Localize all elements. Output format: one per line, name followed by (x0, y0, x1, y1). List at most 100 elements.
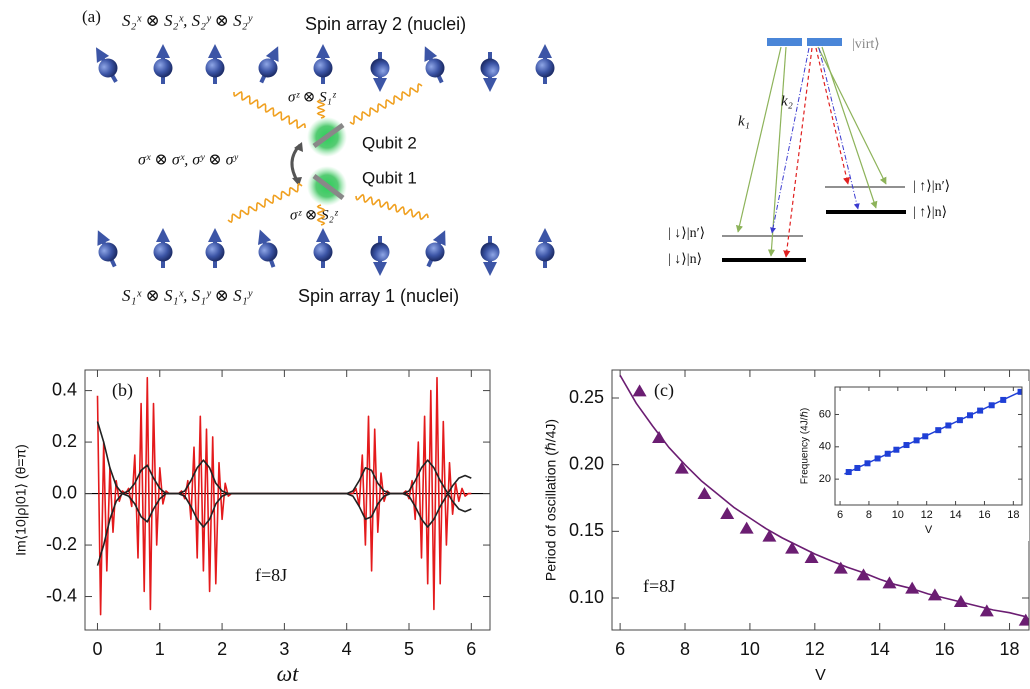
spin-head (538, 44, 552, 58)
y-tick-label: 0.4 (52, 379, 77, 399)
triangle-marker (1018, 613, 1029, 626)
transition (735, 46, 782, 233)
transition (821, 46, 878, 209)
spin-ball (313, 242, 333, 262)
array-title: Spin array 2 (nuclei) (305, 14, 466, 34)
triangle-marker (856, 568, 871, 581)
spin-head (483, 78, 497, 92)
spin-ball (153, 58, 173, 78)
coupling-label: σᶻ ⊗ S₂ᶻ (290, 207, 339, 223)
spin-head (265, 46, 279, 62)
square-marker (988, 402, 995, 409)
x-tick-label: 5 (404, 639, 414, 659)
rate-label: k₁ (738, 113, 750, 129)
qubit-label: Qubit 2 (362, 133, 417, 152)
chart: 0.10 0.15 0.20 0.25 6 8 10 12 14 16 18 Period of os… (543, 369, 1030, 684)
x-tick-label: 8 (680, 639, 690, 659)
spin (370, 236, 390, 276)
triangle-marker (905, 581, 920, 594)
spin-head (432, 230, 446, 246)
triangle-marker (762, 529, 777, 542)
y-tick-label: 60 (819, 408, 831, 420)
exchange-label: σˣ ⊗ σˣ, σʸ ⊗ σʸ (138, 152, 238, 169)
spin (425, 230, 446, 268)
array-title: Spin array 1 (nuclei) (298, 286, 459, 306)
triangle-marker (927, 588, 942, 601)
wavy-line (233, 91, 306, 129)
square-marker (1000, 396, 1007, 403)
spin (258, 46, 279, 84)
spin-head (316, 44, 330, 58)
spin (153, 228, 173, 268)
panel-label: (c) (654, 380, 674, 401)
inset-chart: 20 40 60 6 8 10 12 14 16 18 Frequency (4J/ℏ) V (790, 381, 1029, 541)
spin (535, 228, 555, 268)
spin-head (483, 262, 497, 276)
data-line (96, 421, 472, 528)
spin-ball (480, 242, 500, 262)
spin-head (424, 46, 438, 62)
triangle-marker (697, 487, 712, 499)
spin (480, 52, 500, 92)
spin (205, 44, 225, 84)
spin-ball (258, 242, 278, 262)
qubit-spin (312, 122, 345, 149)
triangle-marker (674, 461, 689, 474)
level-label: | ↓⟩|n⟩ (668, 252, 702, 267)
operator-label: S₁ˣ ⊗ S₁ˣ, S₁ʸ ⊗ S₁ʸ (122, 286, 254, 305)
transition (817, 46, 887, 185)
square-marker (977, 407, 984, 414)
x-tick-label: 14 (870, 639, 890, 659)
series-group (844, 388, 1022, 476)
transition (783, 47, 813, 258)
x-axis-label: V (925, 524, 933, 536)
spin-head (208, 44, 222, 58)
chart: -0.4 -0.2 0.0 0.2 0.4 0 1 2 3 4 5 6 Im⟨10|ρ|01⟩ (θ=π… (13, 369, 491, 686)
wavy-line (316, 204, 326, 226)
x-tick-label: 2 (217, 639, 227, 659)
spin-ball (425, 242, 445, 262)
y-tick-label: 0.0 (52, 482, 77, 502)
wavy-line (316, 99, 326, 119)
wavy-line (227, 183, 303, 223)
y-axis-label: Period of oscillation (ℏ/4J) (543, 419, 559, 581)
x-tick-label: 18 (1007, 509, 1019, 521)
spin-head (373, 78, 387, 92)
spin-head (538, 228, 552, 242)
x-tick-label: 4 (342, 639, 352, 659)
annotation: f=8J (643, 576, 675, 596)
spin (153, 44, 173, 84)
spin-ball (425, 58, 445, 78)
level-label: | ↓⟩|n′⟩ (668, 226, 705, 241)
level-label: | ↑⟩|n′⟩ (913, 179, 950, 194)
y-tick-label: 40 (819, 441, 831, 453)
spin (96, 47, 118, 83)
square-marker (874, 455, 881, 462)
x-tick-label: 12 (921, 509, 933, 521)
level-label: |virt⟩ (852, 37, 880, 52)
triangle-marker (833, 561, 848, 574)
spin-ball (313, 58, 333, 78)
spin-head (97, 230, 111, 246)
series-group (619, 374, 1029, 626)
spin (370, 52, 390, 92)
triangle-marker (652, 431, 667, 443)
triangle-marker (632, 384, 647, 397)
y-tick-label: -0.4 (46, 585, 77, 605)
x-tick-label: 3 (279, 639, 289, 659)
plot-frame (834, 386, 1023, 506)
spin-head (208, 228, 222, 242)
spin-head (258, 229, 272, 245)
arrow-head (294, 142, 303, 152)
spin (313, 44, 333, 84)
spin (424, 46, 445, 84)
spin-ball (535, 242, 555, 262)
qubit-spin (312, 174, 345, 200)
triangle-marker (720, 507, 735, 519)
x-tick-label: 16 (978, 509, 990, 521)
x-axis-label: ωt (277, 661, 300, 686)
triangle-marker (882, 576, 897, 589)
transition (815, 47, 851, 185)
spin (535, 44, 555, 84)
